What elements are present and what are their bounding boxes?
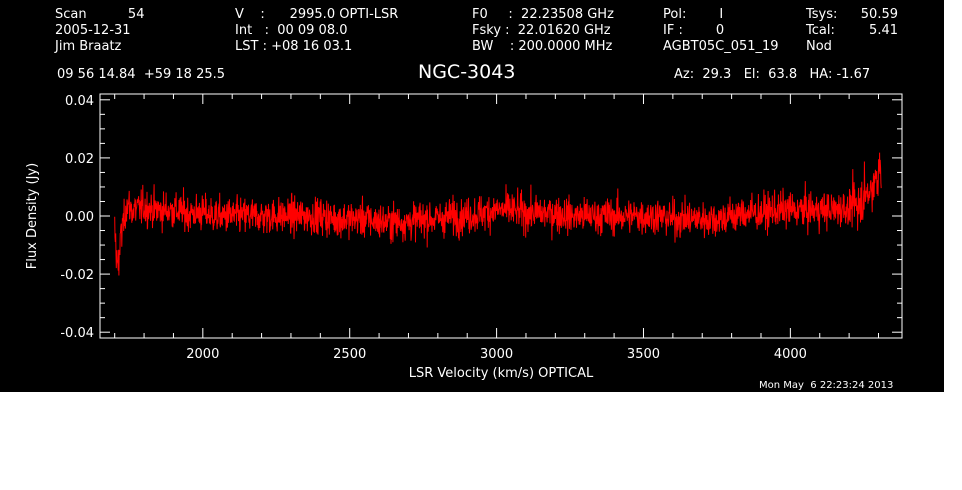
y-tick-label: 0.02: [65, 152, 94, 167]
polarization: Pol: I: [663, 7, 724, 22]
y-axis-label: Flux Density (Jy): [25, 163, 40, 269]
if-number: IF : 0: [663, 23, 725, 38]
project-id: AGBT05C_051_19: [663, 39, 779, 54]
x-tick-label: 2500: [333, 347, 366, 362]
scan-label: Scan 54: [55, 7, 145, 22]
source-name: NGC-3043: [418, 61, 516, 83]
x-tick-label: 2000: [186, 347, 219, 362]
az-el-ha: Az: 29.3 El: 63.8 HA: -1.67: [674, 67, 871, 82]
tcal-label: Tcal:: [806, 23, 835, 38]
x-axis-label: LSR Velocity (km/s) OPTICAL: [409, 366, 594, 381]
rest-frequency: F0 : 22.23508 GHz: [472, 7, 614, 22]
obs-date: 2005-12-31: [55, 23, 131, 38]
sky-frequency: Fsky : 22.01620 GHz: [472, 23, 611, 38]
tcal-value: 5.41: [869, 23, 898, 38]
lst: LST : +08 16 03.1: [235, 39, 353, 54]
spectrum-series-line: [114, 152, 882, 276]
x-tick-label: 3500: [627, 347, 660, 362]
plot-panel: [0, 0, 944, 392]
spectrum-chart: 2000 2500 3000 3500 4000 -0.04 -0.02 0.00 0.02 0.…: [25, 93, 903, 381]
x-tick-label: 3000: [480, 347, 513, 362]
bandwidth: BW : 200.0000 MHz: [472, 39, 613, 54]
tsys-value: 50.59: [860, 7, 898, 22]
y-tick-label: 0.04: [65, 94, 94, 109]
nod-label: Nod: [806, 39, 832, 54]
tsys-label: Tsys:: [806, 7, 838, 22]
y-tick-label: -0.02: [60, 268, 94, 283]
velocity-info: V : 2995.0 OPTI-LSR: [235, 7, 399, 22]
y-tick-label: 0.00: [65, 210, 94, 225]
integration-time: Int : 00 09 08.0: [235, 23, 348, 38]
observer: Jim Braatz: [55, 39, 122, 54]
plot-timestamp: Mon May 6 22:23:24 2013: [759, 380, 894, 391]
x-tick-label: 4000: [774, 347, 807, 362]
y-tick-label: -0.04: [60, 326, 94, 341]
source-coordinates: 09 56 14.84 +59 18 25.5: [57, 67, 226, 82]
